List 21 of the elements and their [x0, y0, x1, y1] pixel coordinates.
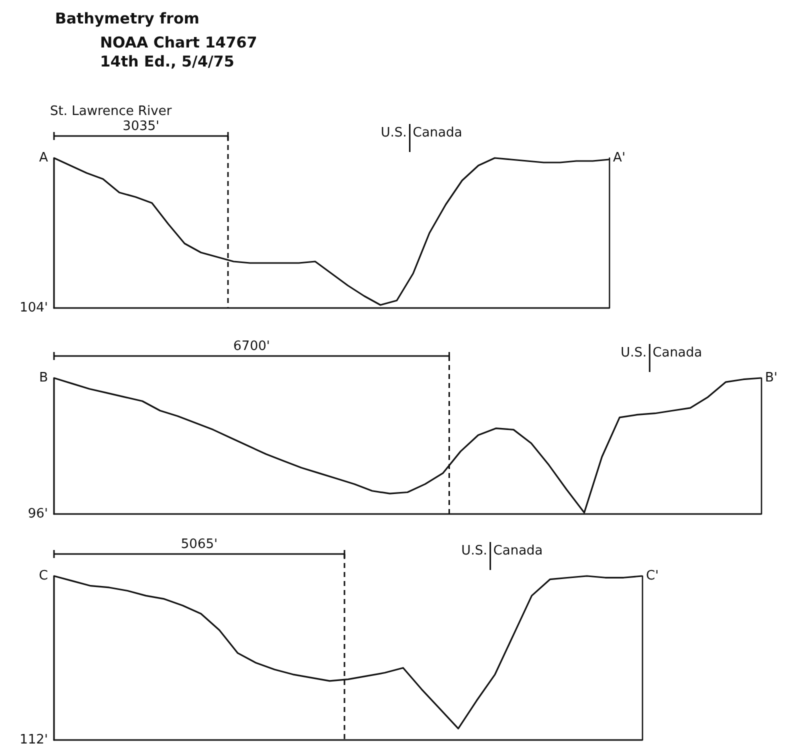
text: A' — [613, 150, 626, 166]
text: C — [38, 568, 48, 584]
text: U.S. — [461, 544, 488, 558]
text: C' — [646, 568, 659, 584]
text: 96' — [28, 506, 48, 522]
text: St. Lawrence River — [50, 104, 172, 119]
text: 3035' — [122, 119, 160, 134]
text: 5065' — [180, 537, 218, 552]
text: B' — [765, 370, 778, 386]
text: B — [39, 370, 48, 386]
text: U.S. — [380, 126, 407, 140]
text: 104' — [20, 300, 48, 316]
text: 6700' — [233, 339, 270, 354]
chart-title: Bathymetry from — [55, 10, 200, 28]
text: Canada — [493, 544, 543, 558]
text: Canada — [652, 346, 702, 360]
text: U.S. — [620, 346, 647, 360]
chart-subtitle: NOAA Chart 14767 14th Ed., 5/4/75 — [100, 34, 258, 70]
text: Canada — [412, 126, 462, 140]
text: 112' — [20, 732, 48, 748]
text: A — [39, 150, 48, 166]
